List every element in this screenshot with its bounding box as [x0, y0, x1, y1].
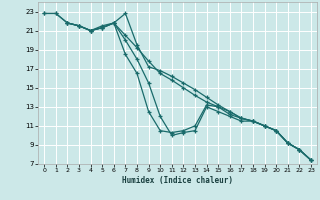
X-axis label: Humidex (Indice chaleur): Humidex (Indice chaleur): [122, 176, 233, 185]
